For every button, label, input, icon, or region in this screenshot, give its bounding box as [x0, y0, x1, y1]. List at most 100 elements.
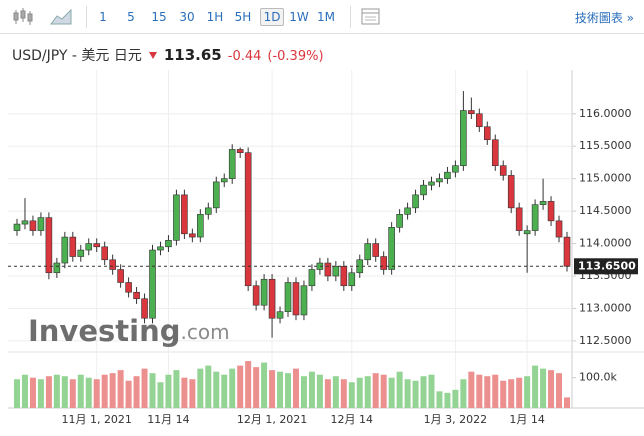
candle-body [340, 265, 348, 287]
candle-body [547, 201, 555, 222]
volume-bar [348, 382, 355, 408]
candle-body [252, 285, 260, 306]
candle-icon[interactable] [8, 0, 38, 34]
volume-bar [157, 382, 164, 408]
candle-body [531, 204, 539, 231]
candle-body [324, 262, 332, 277]
volume-bar [205, 365, 212, 408]
watermark-brand: Investing.com [28, 314, 230, 348]
separator [350, 6, 351, 28]
candle-body [348, 272, 356, 287]
volume-bar [412, 380, 419, 408]
down-arrow [148, 52, 157, 59]
volume-bar [14, 379, 20, 408]
candle-body [85, 243, 93, 251]
candle-body [308, 269, 316, 287]
candle-body [316, 262, 324, 270]
settings-icon[interactable] [358, 0, 384, 34]
volume-bar [428, 374, 435, 408]
volume-tick-label: 100.0k [579, 371, 617, 384]
volume-bar [93, 379, 100, 408]
interval-button[interactable]: 1H [206, 10, 224, 24]
candle-body [284, 282, 292, 313]
candle-body [555, 220, 563, 238]
volume-bar [269, 370, 276, 408]
volume-bar [133, 376, 140, 408]
volume-bar [492, 374, 499, 408]
y-tick-label: 115.0000 [579, 172, 632, 185]
interval-button[interactable]: 1D [260, 8, 284, 26]
volume-bar [85, 377, 92, 408]
volume-bar [77, 374, 84, 408]
volume-bar [292, 368, 299, 408]
candle-body [133, 291, 140, 300]
volume-bar [332, 376, 339, 408]
candle-body [149, 249, 156, 319]
candle-body [539, 201, 547, 205]
volume-bar [181, 377, 188, 408]
volume-bar [189, 379, 196, 408]
watermark-brand-text: Investing [28, 314, 180, 348]
candle-body [404, 207, 411, 215]
candle-body [141, 298, 148, 319]
volume-bar [532, 365, 539, 408]
y-tick-label: 114.5000 [579, 204, 632, 217]
volume-bar [508, 379, 515, 408]
technical-chart-link[interactable]: 技術圖表 » [574, 11, 634, 25]
candle-body [197, 214, 204, 238]
candle-body [396, 214, 403, 228]
interval-button[interactable]: 1M [317, 10, 335, 24]
volume-bar [141, 368, 148, 408]
y-tick-label: 113.5000 [579, 269, 632, 282]
interval-button[interactable]: 1W [289, 10, 309, 24]
volume-bar [197, 368, 204, 408]
candle-body [212, 181, 220, 209]
volume-bar [261, 362, 268, 408]
candle-body [220, 178, 228, 183]
area-icon[interactable] [46, 0, 76, 34]
volume-bar [69, 379, 76, 408]
candle-body [244, 152, 252, 287]
y-tick-label: 116.0000 [579, 107, 632, 120]
candle-body [205, 207, 212, 215]
volume-bar [452, 389, 459, 408]
volume-bar [213, 371, 220, 408]
volume-bar [45, 376, 52, 408]
y-tick-label: 114.0000 [579, 237, 632, 250]
volume-bar [173, 370, 180, 408]
toolbar: 技術圖表 » 1 5 15 30 1H 5H 1D 1W 1M [0, 0, 644, 34]
candle-body [507, 175, 515, 209]
candle-body [260, 278, 268, 306]
volume-bar [285, 373, 292, 408]
volume-bar [524, 376, 531, 408]
candle-body [13, 223, 21, 231]
last-price-box [574, 258, 638, 275]
interval-button[interactable]: 1 [99, 10, 107, 24]
volume-bar [324, 379, 331, 408]
interval-button[interactable]: 5 [127, 10, 135, 24]
y-tick-label: 113.0000 [579, 301, 632, 314]
interval-button[interactable]: 30 [179, 10, 195, 24]
volume-bar [117, 370, 124, 408]
candle-body [117, 269, 124, 283]
volume-bar [165, 374, 172, 408]
candle-body [460, 110, 467, 166]
volume-bar [300, 376, 307, 408]
x-tick-label: 11月 14 [147, 413, 190, 426]
candle-body [29, 220, 37, 231]
y-tick-label: 115.5000 [579, 139, 632, 152]
volume-bar [364, 376, 371, 408]
volume-bar [436, 391, 443, 408]
interval-button[interactable]: 5H [234, 10, 252, 24]
volume-bar [53, 374, 60, 408]
volume-bar [372, 373, 379, 408]
volume-bar [500, 380, 507, 408]
candle-body [515, 207, 523, 231]
interval-button[interactable]: 15 [151, 10, 167, 24]
candle-body [300, 285, 308, 316]
candle-body [476, 113, 483, 128]
candle-body [101, 246, 108, 261]
volume-bar [356, 377, 363, 408]
candle-body [563, 236, 571, 267]
